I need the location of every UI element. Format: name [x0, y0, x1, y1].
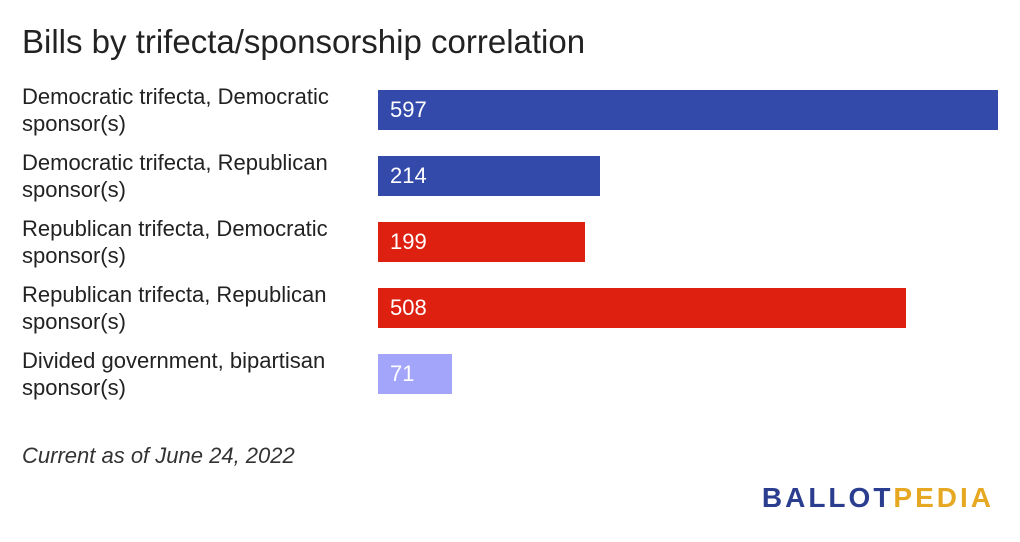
bar: [378, 156, 600, 196]
logo-pedia-text: PEDIA: [893, 482, 994, 513]
bar: [378, 90, 998, 130]
category-label: Divided government, bipartisan sponsor(s…: [22, 348, 326, 400]
footnote: Current as of June 24, 2022: [22, 443, 295, 468]
bar-value-label: 71: [390, 361, 415, 386]
bar-value-label: 214: [390, 163, 427, 188]
bar: [378, 354, 452, 394]
category-label: Republican trifecta, Republican sponsor(…: [22, 282, 327, 334]
bar-value-label: 199: [390, 229, 427, 254]
bar: [378, 222, 585, 262]
ballotpedia-logo: BALLOTPEDIA: [762, 480, 994, 516]
bar-value-label: 597: [390, 97, 427, 122]
bar: [378, 288, 906, 328]
category-label: Republican trifecta, Democratic sponsor(…: [22, 216, 328, 268]
chart-title: Bills by trifecta/sponsorship correlatio…: [22, 23, 586, 60]
logo-ballot-text: BALLOT: [761, 482, 894, 513]
bar-value-label: 508: [390, 295, 427, 320]
category-label: Democratic trifecta, Republican sponsor(…: [22, 150, 328, 202]
category-label: Democratic trifecta, Democratic sponsor(…: [22, 84, 329, 136]
